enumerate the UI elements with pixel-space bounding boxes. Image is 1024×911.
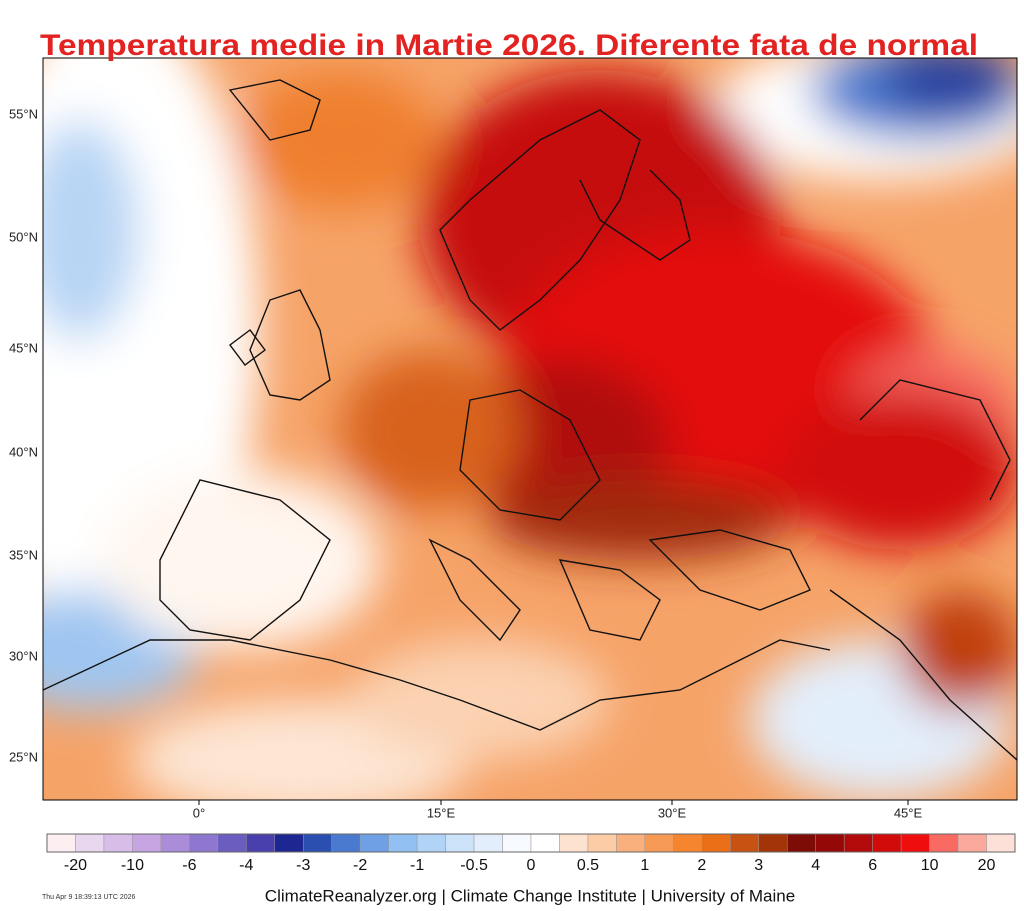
lat-label: 55°N — [9, 106, 38, 121]
colorbar-swatch — [473, 833, 503, 853]
colorbar-label: 3 — [754, 857, 763, 874]
colorbar-swatch — [986, 833, 1016, 853]
lon-label: 15°E — [427, 805, 456, 820]
colorbar-swatch — [388, 833, 418, 853]
colorbar-swatch — [843, 833, 873, 853]
colorbar-swatch — [900, 833, 930, 853]
colorbar-swatch — [559, 833, 589, 853]
colorbar-frame — [46, 833, 1016, 853]
colorbar-label: -20 — [64, 857, 87, 874]
colorbar-swatch — [815, 833, 845, 853]
colorbar-swatch — [445, 833, 475, 853]
anomaly-map — [43, 58, 1017, 800]
colorbar-swatch — [217, 833, 247, 853]
colorbar-swatch — [957, 833, 987, 853]
colorbar-swatch — [502, 833, 532, 853]
lat-label: 45°N — [9, 340, 38, 355]
colorbar-swatch — [274, 833, 304, 853]
coastlines — [43, 79, 1017, 761]
footer-credit: ClimateReanalyzer.org | Climate Change I… — [265, 886, 795, 905]
colorbar-label: -3 — [296, 857, 310, 874]
colorbar-swatch — [103, 833, 133, 853]
colorbar-swatch — [730, 833, 760, 853]
colorbar-swatch — [331, 833, 361, 853]
colorbar-label: 4 — [811, 857, 820, 874]
colorbar-label: 10 — [921, 857, 939, 874]
map-frame — [42, 57, 1018, 801]
lat-label: 35°N — [9, 547, 38, 562]
lon-label: 30°E — [658, 805, 687, 820]
colorbar-swatch — [872, 833, 902, 853]
colorbar-swatch — [616, 833, 646, 853]
colorbar-label: 20 — [978, 857, 996, 874]
colorbar-swatch — [132, 833, 162, 853]
colorbar-label: 6 — [868, 857, 877, 874]
colorbar-swatch — [75, 833, 105, 853]
colorbar-label: -2 — [353, 857, 367, 874]
lat-label: 25°N — [9, 749, 38, 764]
colorbar-swatch — [416, 833, 446, 853]
colorbar-swatch — [929, 833, 959, 853]
colorbar-label: 0.5 — [577, 857, 599, 874]
colorbar-swatch — [302, 833, 332, 853]
colorbar-swatch — [673, 833, 703, 853]
colorbar-swatch — [359, 833, 389, 853]
colorbar-label: -1 — [410, 857, 424, 874]
colorbar-swatch — [644, 833, 674, 853]
colorbar-label: -0.5 — [460, 857, 488, 874]
colorbar-swatch — [701, 833, 731, 853]
colorbar-swatch — [46, 833, 76, 853]
colorbar-label: -10 — [121, 857, 144, 874]
colorbar: -20 -10 -6 -4 -3 -2 -1 -0.5 0 0.5 1 2 3 4 6 10 20 — [46, 833, 1016, 874]
lat-label: 30°N — [9, 648, 38, 663]
lon-label: 0° — [193, 805, 205, 820]
lat-label: 40°N — [9, 444, 38, 459]
colorbar-label: -6 — [182, 857, 196, 874]
map-title: Temperatura medie in Martie 2026. Difere… — [40, 29, 978, 62]
colorbar-swatch — [189, 833, 219, 853]
colorbar-label: -4 — [239, 857, 253, 874]
colorbar-swatch — [587, 833, 617, 853]
colorbar-swatch — [160, 833, 190, 853]
timestamp: Thu Apr 9 18:39:13 UTC 2026 — [42, 894, 135, 901]
lon-label: 45°E — [894, 805, 923, 820]
colorbar-label: 0 — [527, 857, 536, 874]
colorbar-swatch — [246, 833, 276, 853]
colorbar-swatch — [530, 833, 560, 853]
lat-label: 50°N — [9, 229, 38, 244]
colorbar-swatch — [786, 833, 816, 853]
colorbar-label: 1 — [640, 857, 649, 874]
colorbar-swatch — [758, 833, 788, 853]
colorbar-label: 2 — [697, 857, 706, 874]
